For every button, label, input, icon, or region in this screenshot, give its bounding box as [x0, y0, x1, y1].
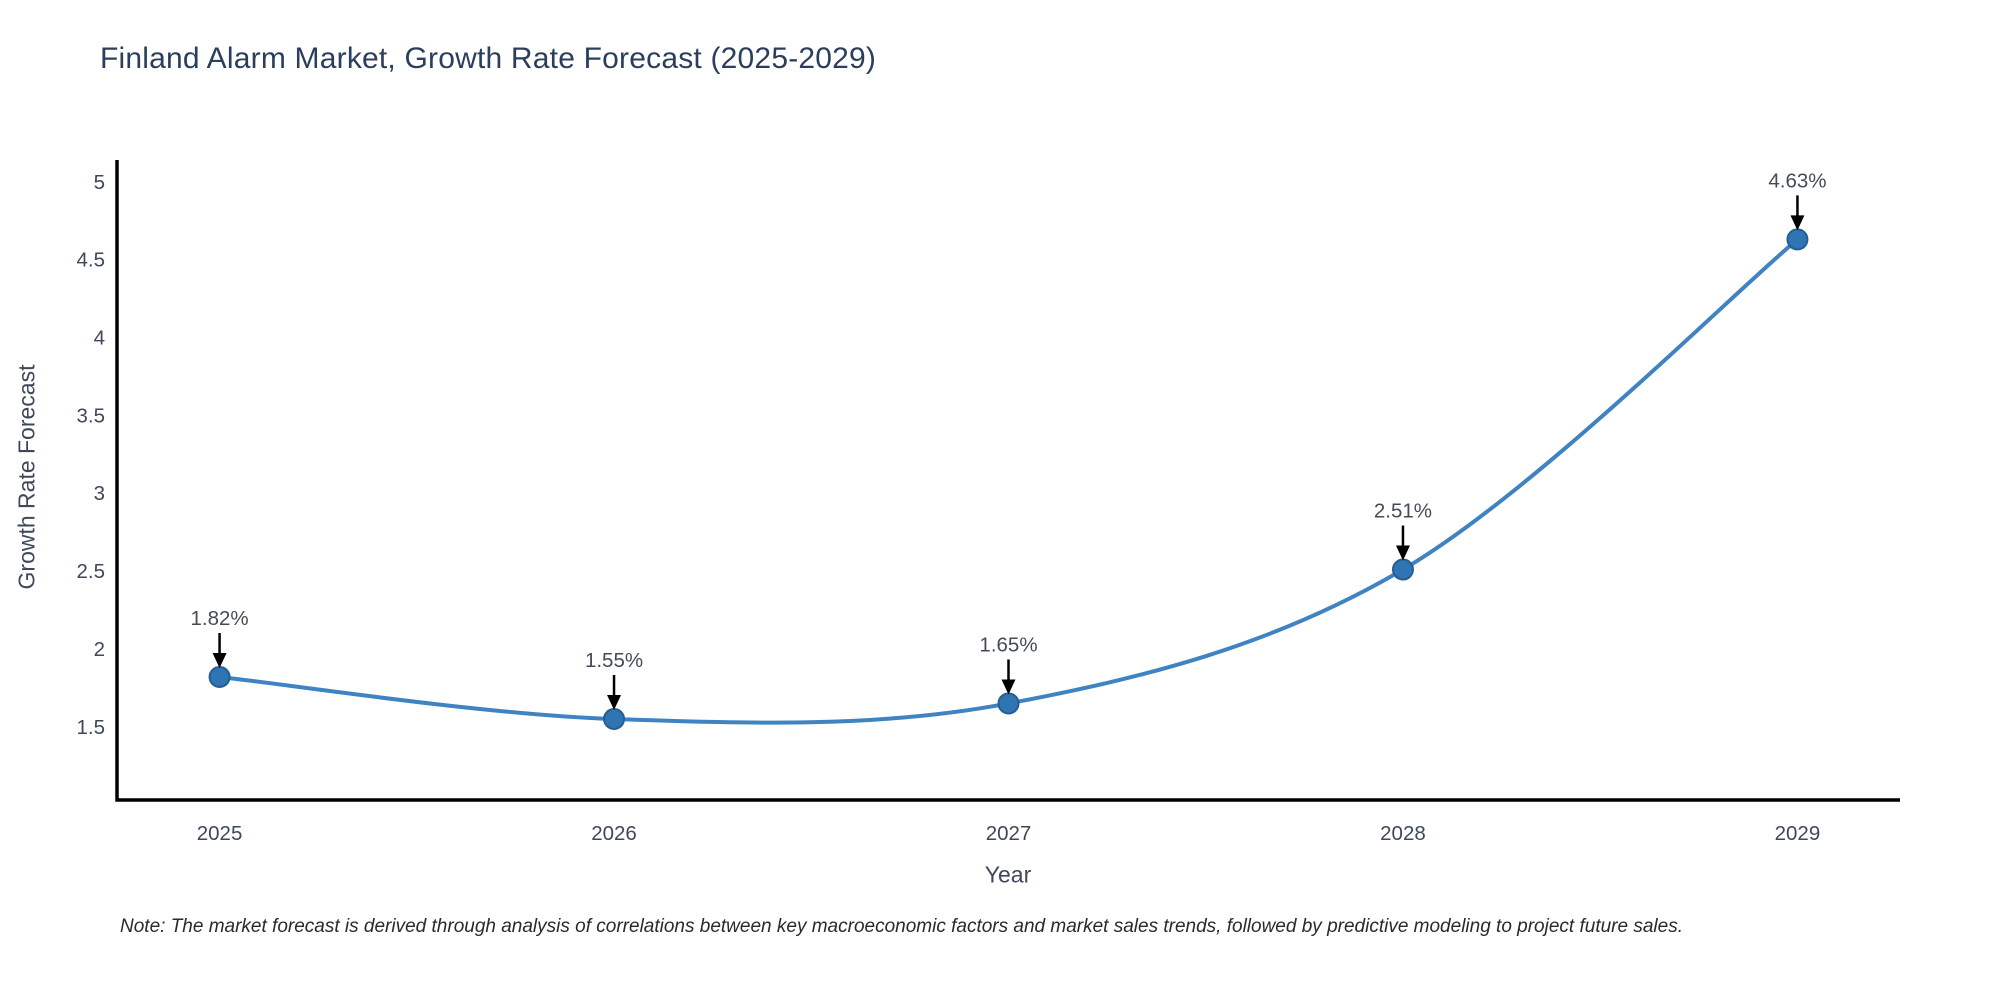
point-label: 2.51%: [1374, 500, 1432, 523]
data-point-marker[interactable]: [208, 665, 231, 688]
point-label: 1.55%: [585, 649, 643, 672]
y-tick-label: 4: [94, 327, 105, 350]
annotation-arrowhead-icon: [1790, 215, 1805, 231]
y-tick-label: 3.5: [77, 404, 106, 427]
point-label: 4.63%: [1768, 169, 1826, 192]
annotation-arrowhead-icon: [1395, 545, 1410, 561]
y-tick-label: 3: [94, 482, 105, 505]
footnote: Note: The market forecast is derived thr…: [120, 916, 1683, 937]
x-tick-label: 2028: [1380, 822, 1426, 845]
x-tick-label: 2027: [986, 822, 1032, 845]
x-tick-label: 2025: [197, 822, 243, 845]
point-label: 1.65%: [979, 633, 1037, 656]
data-point-marker[interactable]: [603, 708, 626, 731]
point-label: 1.82%: [190, 607, 248, 630]
x-axis-title: Year: [984, 861, 1032, 888]
annotation-arrowhead-icon: [607, 695, 622, 711]
y-tick-label: 4.5: [77, 249, 106, 272]
annotation-arrowhead-icon: [1001, 679, 1016, 695]
x-tick-label: 2026: [591, 822, 637, 845]
x-tick-label: 2029: [1775, 822, 1821, 845]
axis-lines: [115, 160, 1900, 802]
y-tick-label: 1.5: [77, 716, 106, 739]
data-point-marker[interactable]: [1391, 558, 1414, 581]
chart-title: Finland Alarm Market, Growth Rate Foreca…: [100, 42, 877, 75]
y-tick-label: 2: [94, 638, 105, 661]
data-point-marker[interactable]: [1786, 228, 1809, 251]
y-tick-label: 5: [94, 171, 105, 194]
annotation-arrowhead-icon: [212, 652, 227, 668]
data-point-marker[interactable]: [997, 692, 1020, 715]
y-tick-label: 2.5: [77, 560, 106, 583]
trace-line: [217, 237, 1800, 725]
